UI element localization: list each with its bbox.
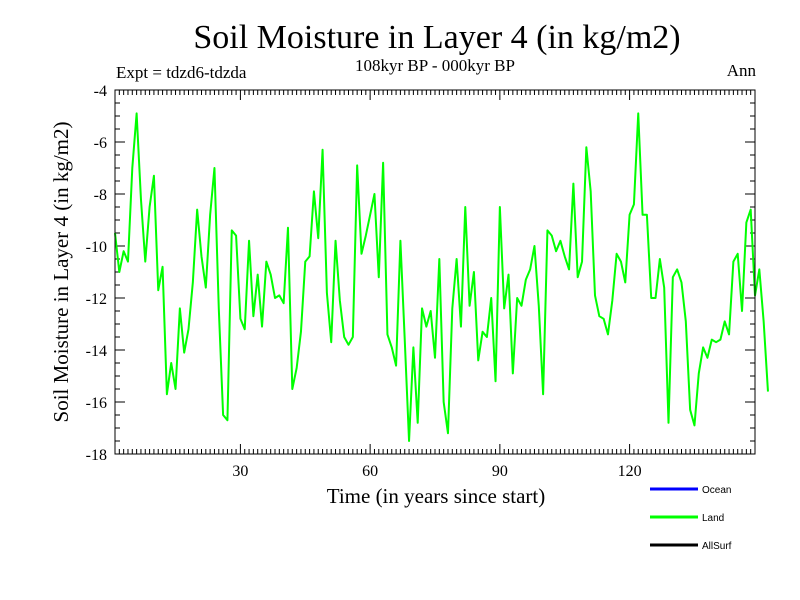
plot-frame xyxy=(114,89,756,455)
y-tick-label: -10 xyxy=(86,239,107,256)
y-tick-label: -8 xyxy=(94,187,107,204)
chart-title: Soil Moisture in Layer 4 (in kg/m2) xyxy=(193,19,680,56)
x-tick-label: 60 xyxy=(362,463,378,480)
plot-area: 30 60 90 120 -18 -16 -14 -12 -10 -8 -6 -4 xyxy=(86,83,769,480)
x-axis: 30 60 90 120 xyxy=(114,90,756,480)
experiment-label: Expt = tdzd6-tdzda xyxy=(116,63,247,82)
y-axis-label: Soil Moisture in Layer 4 (in kg/m2) xyxy=(49,122,73,423)
y-tick-label: -16 xyxy=(86,395,107,412)
series-line-land xyxy=(114,112,769,442)
y-tick-label: -6 xyxy=(94,135,107,152)
legend: Ocean Land AllSurf xyxy=(650,485,732,552)
x-tick-label: 30 xyxy=(232,463,248,480)
y-tick-label: -14 xyxy=(86,343,107,360)
season-label: Ann xyxy=(727,61,757,80)
y-tick-label: -18 xyxy=(86,447,107,464)
x-tick-label: 120 xyxy=(618,463,642,480)
chart-subtitle: 108kyr BP - 000kyr BP xyxy=(355,56,515,75)
y-tick-label: -12 xyxy=(86,291,107,308)
legend-label-allsurf: AllSurf xyxy=(702,541,732,552)
x-axis-label: Time (in years since start) xyxy=(327,484,546,508)
legend-label-ocean: Ocean xyxy=(702,485,731,496)
x-tick-label: 90 xyxy=(492,463,508,480)
legend-label-land: Land xyxy=(702,513,724,524)
y-tick-label: -4 xyxy=(94,83,107,100)
